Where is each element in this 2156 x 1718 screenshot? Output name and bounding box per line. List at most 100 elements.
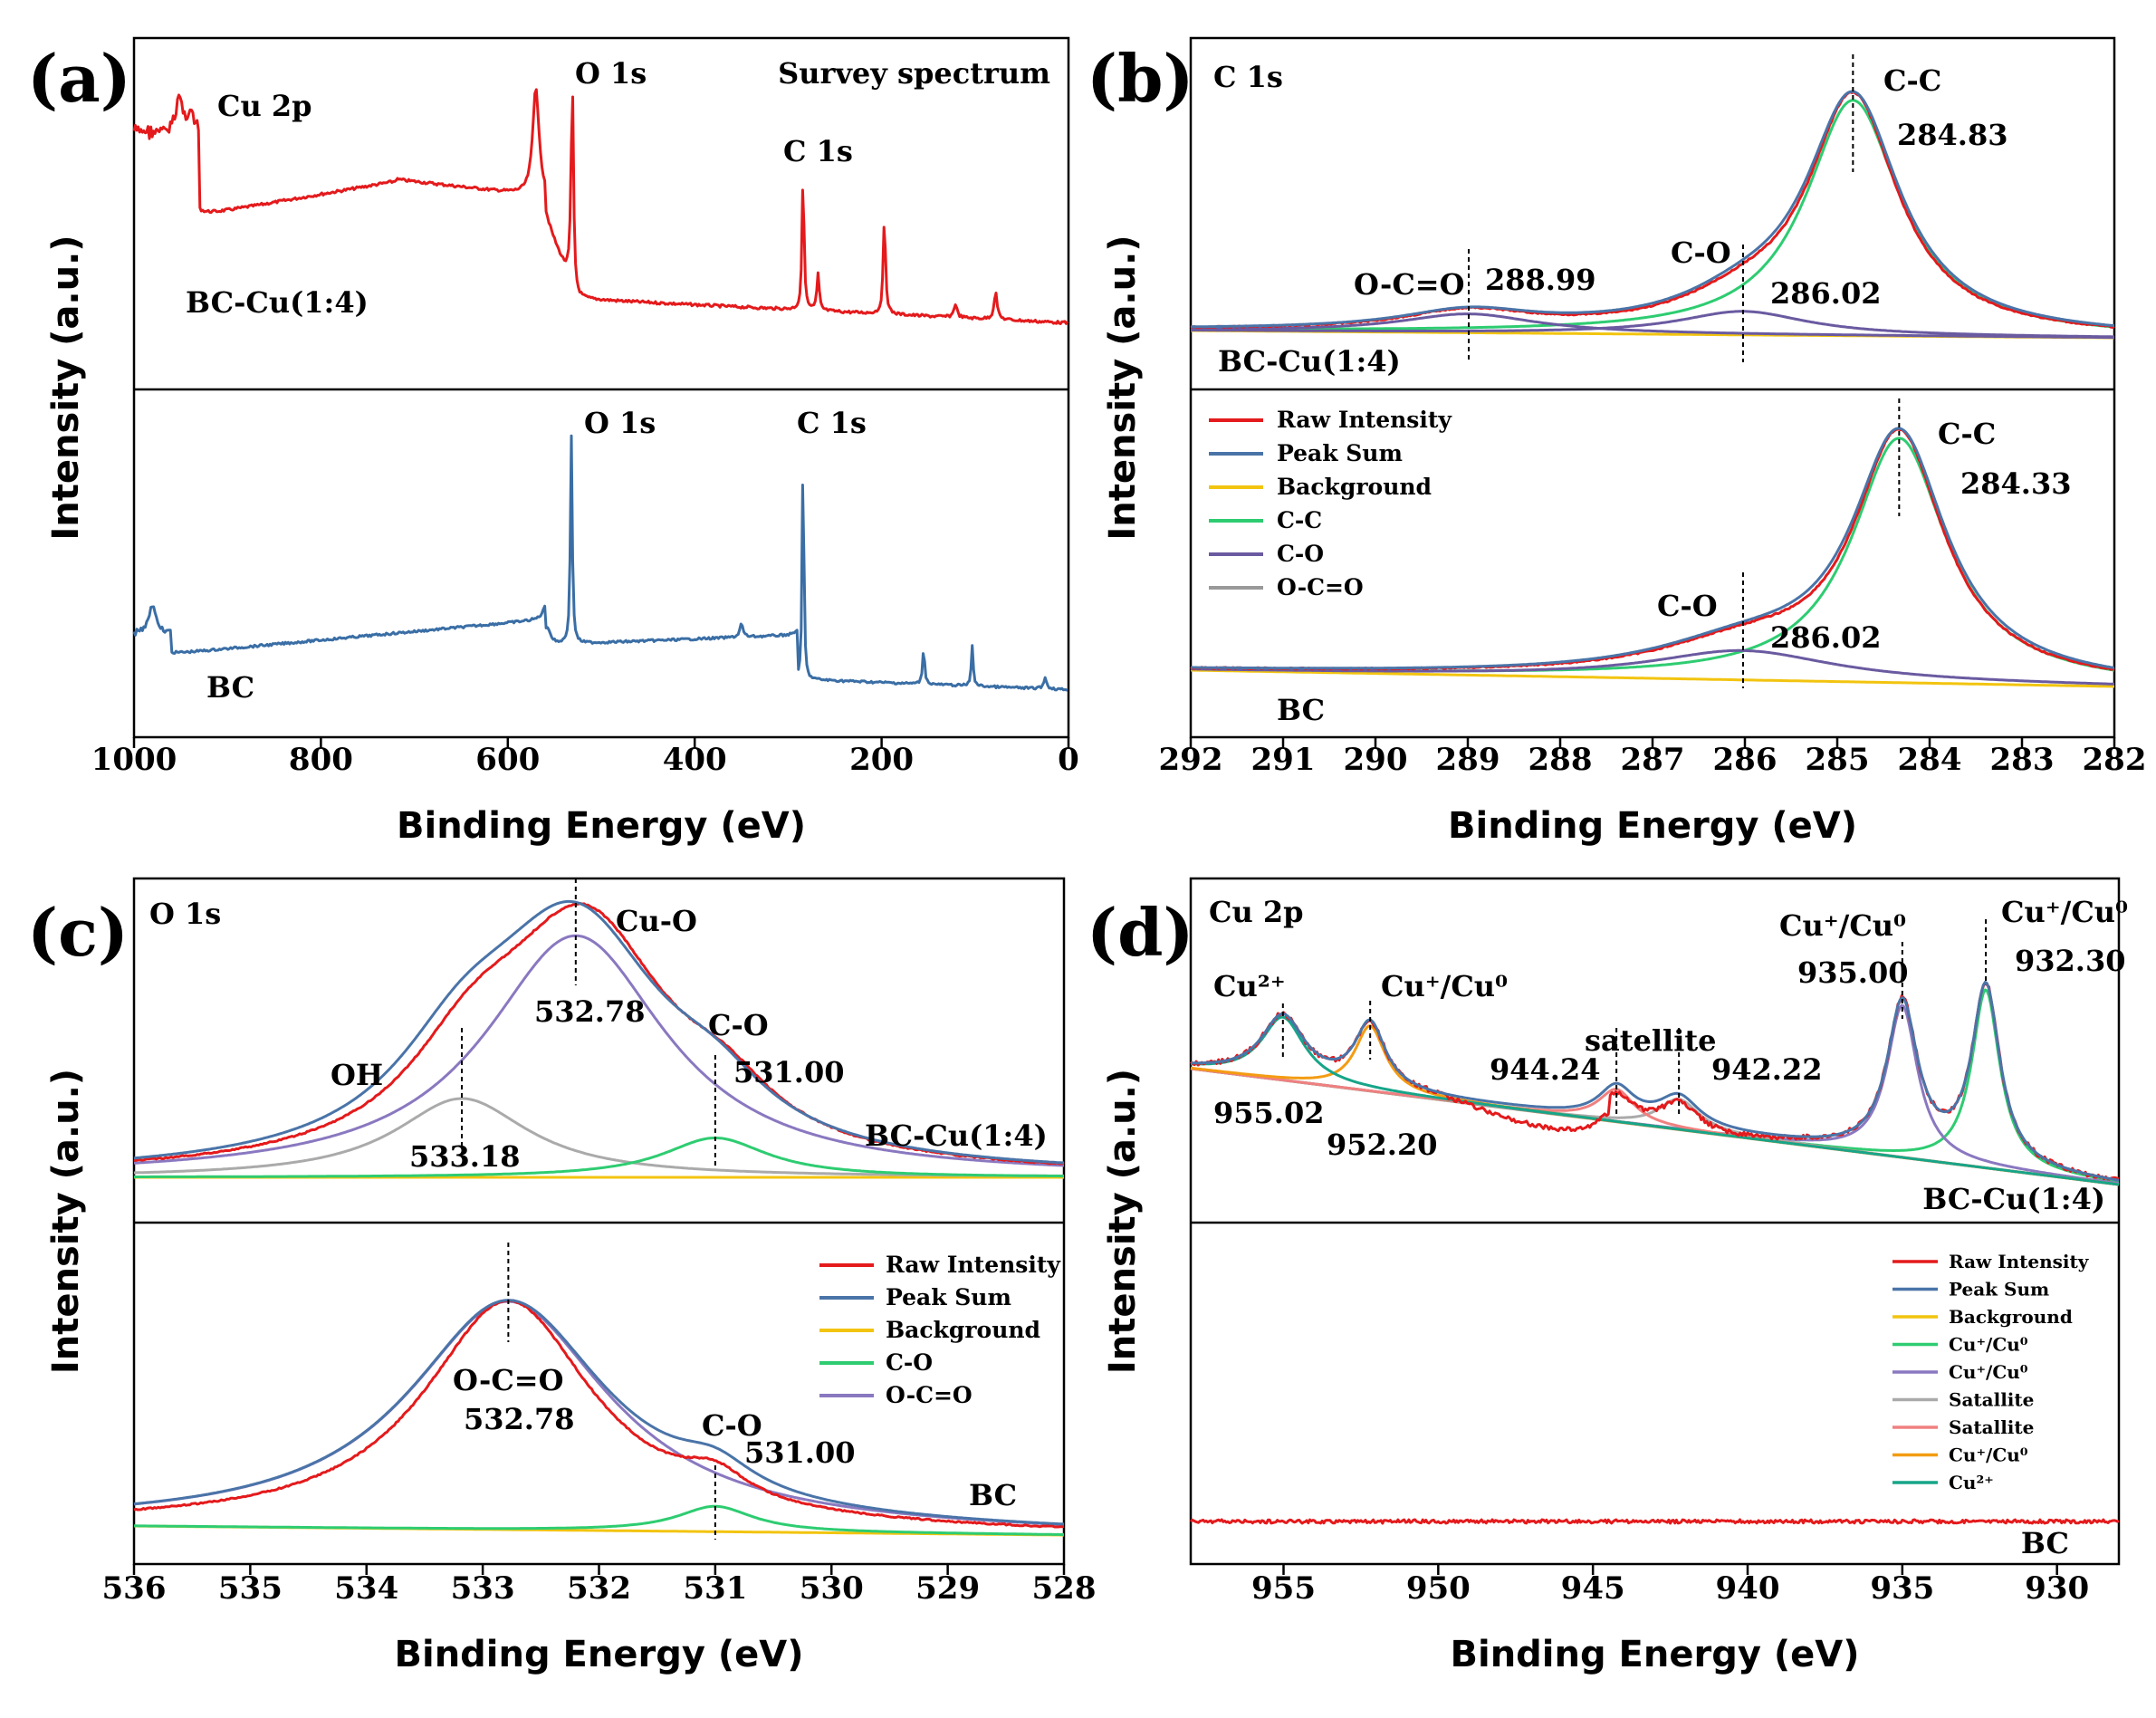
panel-a: 1000 800 600 400 200 0 Binding Energy (eV) Inte… <box>27 36 1079 847</box>
legend-label: Peak Sum <box>1277 440 1403 466</box>
peak-label-cu2: Cu²⁺ <box>1213 969 1286 1003</box>
panel-c-sub0: Cu-O 532.78 OH 533.18 C-O 531.00 BC-Cu(1:4) <box>133 878 1065 1179</box>
peak-value-cu-plus: 952.20 <box>1327 1128 1437 1162</box>
x-tick-label: 940 <box>1716 1570 1780 1607</box>
peak-value-co: 286.02 <box>1770 276 1881 311</box>
x-tick-label: 285 <box>1806 742 1870 778</box>
y-axis-label: Intensity (a.u.) <box>45 1069 87 1374</box>
x-tick-label: 531 <box>683 1570 747 1607</box>
legend-label: C-O <box>886 1349 933 1376</box>
x-tick-label: 935 <box>1870 1570 1934 1607</box>
x-tick-label: 283 <box>1990 742 2055 778</box>
sample-label: BC <box>969 1478 1017 1512</box>
y-axis-label: Intensity (a.u.) <box>1102 1069 1144 1374</box>
x-tick-label: 536 <box>102 1570 167 1607</box>
legend-label: Background <box>1277 474 1432 500</box>
x-tick-label: 534 <box>334 1570 398 1607</box>
legend-label: O-C=O <box>886 1382 973 1408</box>
peak-label-oco: O-C=O <box>453 1363 563 1397</box>
x-tick-label: 530 <box>800 1570 864 1607</box>
peak-label-cu-plus: Cu⁺/Cu⁰ <box>1381 969 1508 1003</box>
panel-b-sub1: C-C 284.33 C-O 286.02 BC <box>1190 398 2115 727</box>
sample-label: BC <box>2021 1526 2069 1560</box>
peak-value-satellite: 942.22 <box>1711 1052 1822 1087</box>
x-tick-label: 292 <box>1159 742 1223 778</box>
legend: Raw Intensity Peak Sum Background Cu⁺/Cu⁰ Cu… <box>1892 1251 2090 1493</box>
sample-label: BC-Cu(1:4) <box>865 1118 1048 1153</box>
panel-c-frame <box>132 877 1066 1566</box>
component-curve <box>134 1504 1064 1536</box>
series-bc-raw <box>132 434 1068 692</box>
x-tick-label: 532 <box>567 1570 631 1607</box>
peak-sum-curve <box>1190 981 2120 1182</box>
peak-label-cc: C-C <box>1938 417 1996 451</box>
x-tick-label: 290 <box>1344 742 1408 778</box>
component-curve <box>133 934 1065 1167</box>
peak-value-cu2: 955.02 <box>1213 1096 1324 1130</box>
component-curve <box>1190 648 2114 686</box>
component-curve <box>1191 1015 2120 1186</box>
component-curve <box>1191 312 2115 340</box>
sample-label: BC <box>206 670 254 705</box>
peak-label-c1s: C 1s <box>783 134 853 168</box>
chart-title: Survey spectrum <box>778 56 1050 91</box>
legend-label: Peak Sum <box>1949 1279 2049 1300</box>
component-curve <box>134 1137 1064 1178</box>
panel-d-sub1: BC <box>1189 1518 2120 1560</box>
legend-label: O-C=O <box>1277 574 1364 600</box>
raw-intensity-curve <box>133 1299 1065 1529</box>
series-bc-cu-raw <box>132 88 1069 325</box>
panel-d-frame <box>1189 877 2121 1566</box>
legend-label: Raw Intensity <box>1949 1251 2090 1272</box>
peak-label-oco: O-C=O <box>1354 267 1464 302</box>
peak-sum-curve <box>133 899 1065 1165</box>
peak-label-cu2p: Cu 2p <box>217 89 312 123</box>
peak-value-co: 531.00 <box>744 1435 855 1470</box>
peak-value-cc: 284.33 <box>1960 466 2071 501</box>
peak-label-co: C-O <box>1657 589 1718 623</box>
x-tick-label: 535 <box>218 1570 283 1607</box>
sample-label: BC-Cu(1:4) <box>186 285 369 320</box>
x-tick-label: 528 <box>1032 1570 1097 1607</box>
peak-value-cc: 284.83 <box>1897 118 2007 152</box>
x-tick-label: 284 <box>1898 742 1962 778</box>
peak-value-satellite: 944.24 <box>1490 1052 1600 1087</box>
peak-label-co: C-O <box>1671 235 1731 270</box>
y-axis-label: Intensity (a.u.) <box>1102 235 1144 540</box>
peak-value-cu-plus: 935.00 <box>1797 955 1908 990</box>
peak-sum-curve <box>133 1299 1065 1526</box>
x-axis-label: Binding Energy (eV) <box>1448 805 1857 847</box>
legend-label: Raw Intensity <box>1277 407 1452 433</box>
peak-value-cuo: 532.78 <box>534 994 645 1029</box>
sample-label: BC-Cu(1:4) <box>1922 1182 2105 1216</box>
component-curve <box>1191 310 2114 339</box>
peak-label-co: C-O <box>708 1008 769 1042</box>
legend: Raw Intensity Peak Sum Background C-C C-O O-C… <box>1209 407 1452 600</box>
sample-label: BC <box>1277 693 1325 727</box>
panel-b-sub0: C-C 284.83 C-O 286.02 O-C=O 288.99 BC-Cu(1:4) <box>1190 54 2115 379</box>
legend-label: Raw Intensity <box>886 1252 1061 1278</box>
x-axis-label: Binding Energy (eV) <box>1451 1634 1860 1675</box>
x-tick-label: 600 <box>475 742 540 778</box>
x-tick-label: 930 <box>2025 1570 2089 1607</box>
panel-b: 292 291 290 289 288 287 286 285 284 283 282 Binding… <box>1087 36 2146 847</box>
legend-label: Peak Sum <box>886 1284 1011 1310</box>
x-tick-label: 291 <box>1251 742 1316 778</box>
peak-value-oh: 533.18 <box>409 1139 520 1174</box>
chart-title: O 1s <box>149 897 221 931</box>
chart-title: C 1s <box>1213 60 1283 94</box>
background-curve <box>1191 668 2114 688</box>
raw-intensity-curve <box>1189 1518 2120 1525</box>
legend-label: Satallite <box>1949 1389 2034 1411</box>
peak-label-cu-plus: Cu⁺/Cu⁰ <box>1779 908 1906 943</box>
x-tick-label: 200 <box>849 742 914 778</box>
panel-c: 536 535 534 533 532 531 530 529 528 Binding Energ… <box>27 877 1097 1675</box>
panel-label: (b) <box>1087 40 1193 117</box>
legend-label: Cu⁺/Cu⁰ <box>1949 1444 2028 1466</box>
x-tick-label: 287 <box>1621 742 1685 778</box>
x-tick-label: 286 <box>1713 742 1778 778</box>
legend-label: Cu²⁺ <box>1949 1472 1994 1493</box>
panel-label: (a) <box>27 40 131 117</box>
x-tick-label: 529 <box>915 1570 980 1607</box>
